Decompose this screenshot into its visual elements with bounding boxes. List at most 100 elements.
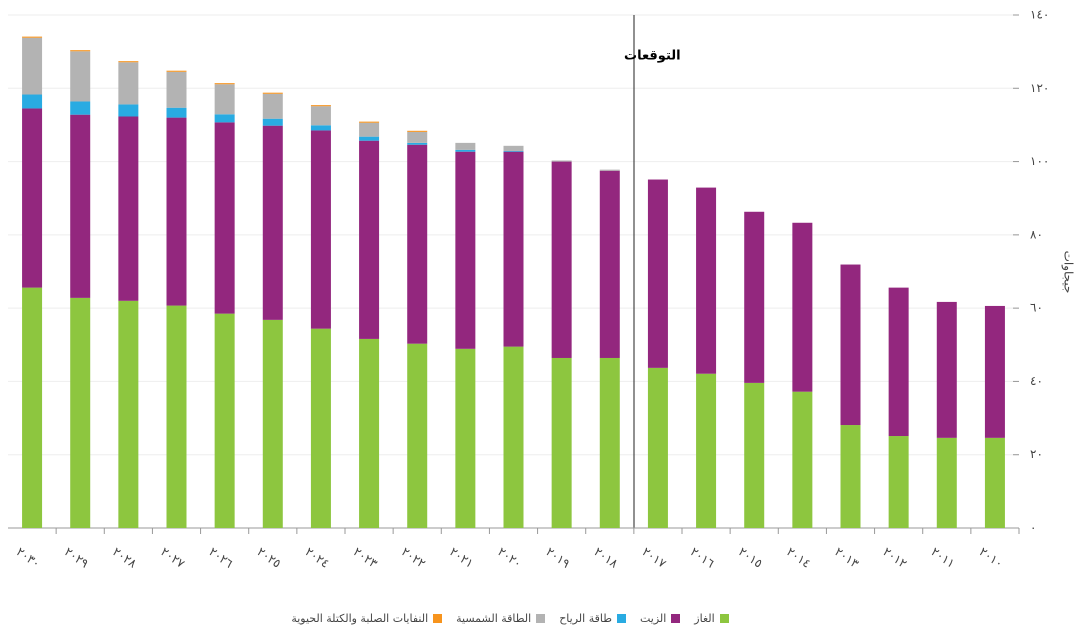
- bar-segment: [744, 382, 765, 528]
- bar-segment: [840, 425, 861, 528]
- bar-segment: [551, 357, 572, 528]
- x-tick-label: ٢٠٢١: [447, 544, 476, 570]
- legend: الغاز الزيت طاقة الرياح الطاقة الشمسية النفا…: [0, 612, 1020, 625]
- bar-segment: [407, 130, 428, 132]
- x-tick-label: ٢٠١١: [928, 544, 957, 570]
- bar-segment: [936, 437, 957, 528]
- x-tick-label: ٢٠١٢: [880, 544, 909, 570]
- bars: ٢٠١٠ ٢٠١١ ٢٠١٢ ٢٠١٣ ٢٠١٤ ٢٠١٥ ٢٠١٦ ٢٠١٧ ٢٠١٨ ٢٠١٩…: [8, 36, 1020, 571]
- legend-item: الطاقة الشمسية: [456, 612, 546, 625]
- x-tick-label: ٢٠١٤: [784, 544, 813, 570]
- legend-label: النفايات الصلبة والكتلة الحيوية: [291, 612, 429, 625]
- bar-segment: [359, 122, 380, 137]
- bar-segment: [359, 338, 380, 528]
- y-tick-label: ١٢٠: [1030, 81, 1049, 95]
- bar-segment: [696, 373, 717, 528]
- bar-segment: [599, 169, 620, 171]
- x-tick-label: ٢٠٢٦: [206, 544, 235, 570]
- bar-segment: [214, 83, 235, 85]
- x-tick-label: ٢٠٢٠: [495, 544, 524, 570]
- legend-item: النفايات الصلبة والكتلة الحيوية: [291, 612, 443, 625]
- bar-segment: [118, 62, 139, 105]
- bar-segment: [166, 71, 187, 108]
- bar-segment: [359, 121, 380, 123]
- bar-segment: [214, 84, 235, 115]
- bar-segment: [166, 70, 187, 72]
- bar-segment: [455, 149, 476, 152]
- bar-segment: [455, 151, 476, 349]
- bar-segment: [262, 125, 283, 320]
- x-tick-label: ٢٠١٦: [688, 544, 717, 570]
- bar-segment: [70, 51, 91, 102]
- x-tick-label: ٢٠٢٨: [110, 544, 140, 571]
- bar-segment: [262, 92, 283, 94]
- bar-segment: [310, 106, 331, 126]
- bar-segment: [647, 367, 668, 528]
- y-tick-label: ٦٠: [1030, 301, 1043, 315]
- y-tick-label: ١٠٠: [1030, 154, 1049, 168]
- bar-segment: [22, 287, 43, 528]
- bar-segment: [984, 437, 1005, 528]
- bar-segment: [118, 300, 139, 528]
- legend-item: الزيت: [639, 612, 681, 625]
- bar-segment: [359, 136, 380, 141]
- bar-segment: [599, 170, 620, 358]
- x-tick-label: ٢٠١٠: [977, 544, 1006, 570]
- bar-segment: [262, 118, 283, 126]
- bar-segment: [22, 94, 43, 109]
- x-tick-label: ٢٠٢٧: [158, 544, 188, 571]
- bar-segment: [984, 305, 1005, 438]
- bar-segment: [503, 346, 524, 528]
- legend-item: الغاز: [694, 612, 729, 625]
- bar-segment: [503, 150, 524, 152]
- bar-segment: [840, 264, 861, 426]
- bar-segment: [696, 187, 717, 374]
- bar-segment: [407, 131, 428, 143]
- x-tick-label: ٢٠٢٩: [62, 544, 91, 570]
- bar-segment: [70, 101, 91, 115]
- y-tick-label: ٨٠: [1030, 227, 1043, 241]
- bar-segment: [310, 125, 331, 131]
- legend-label: الزيت: [639, 612, 667, 625]
- y-axis-label: جيجاوات: [1061, 251, 1076, 294]
- legend-label: الطاقة الشمسية: [456, 612, 532, 625]
- bar-segment: [70, 297, 91, 528]
- legend-swatch: [616, 614, 626, 623]
- bar-segment: [407, 144, 428, 344]
- y-tick-label: ٢٠: [1030, 447, 1043, 461]
- bar-segment: [118, 104, 139, 117]
- bar-segment: [214, 313, 235, 528]
- x-tick-label: ٢٠٢٢: [399, 544, 428, 570]
- bar-segment: [407, 142, 428, 145]
- bar-segment: [118, 116, 139, 301]
- bar-segment: [407, 343, 428, 528]
- bar-segment: [22, 36, 43, 38]
- bar-segment: [310, 105, 331, 107]
- bar-segment: [22, 37, 43, 95]
- x-tick-label: ٢٠٢٥: [254, 544, 283, 570]
- bar-segment: [888, 436, 909, 528]
- bar-segment: [551, 160, 572, 162]
- x-tick-label: ٢٠١٩: [543, 544, 572, 570]
- legend-swatch: [433, 614, 443, 623]
- y-tick-label: ٤٠: [1030, 374, 1043, 388]
- x-tick-label: ٢٠٢٣: [351, 544, 381, 571]
- bar-segment: [888, 287, 909, 437]
- x-tick-label: ٢٠١٨: [591, 544, 621, 571]
- bar-segment: [599, 357, 620, 528]
- chart: ١٤٠ ١٢٠ ١٠٠ ٨٠ ٦٠ ٤٠ ٢٠ ٠ جيجاوات التوقعات ٢٠١٠…: [8, 8, 1076, 571]
- legend-item: طاقة الرياح: [559, 612, 626, 625]
- bar-segment: [792, 391, 813, 528]
- bar-segment: [936, 301, 957, 438]
- bar-segment: [262, 319, 283, 528]
- bar-segment: [503, 145, 524, 151]
- forecast-label: التوقعات: [624, 49, 681, 64]
- bar-segment: [551, 161, 572, 358]
- bar-segment: [118, 61, 139, 63]
- bar-segment: [744, 211, 765, 383]
- y-tick-label: ١٤٠: [1030, 8, 1049, 22]
- legend-label: الغاز: [694, 612, 715, 625]
- legend-swatch: [536, 614, 546, 623]
- bar-segment: [792, 222, 813, 392]
